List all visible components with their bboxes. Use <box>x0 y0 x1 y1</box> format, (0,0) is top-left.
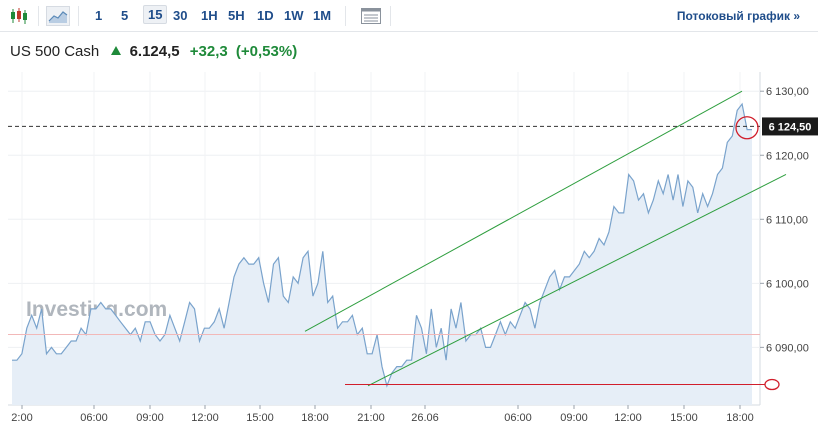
last-price: 6.124,5 <box>129 43 180 60</box>
x-tick-label: 06:00 <box>504 412 532 424</box>
x-tick-label: 15:00 <box>246 412 274 424</box>
y-tick-label: 6 090,00 <box>766 342 809 354</box>
interval-5h[interactable]: 5H <box>228 8 245 23</box>
annotations <box>8 90 787 391</box>
area-chart-icon[interactable] <box>46 6 70 26</box>
interval-1m[interactable]: 1M <box>313 8 332 23</box>
streaming-chart-link[interactable]: Потоковый график » <box>676 9 800 23</box>
price-change: +32,3 <box>189 43 228 60</box>
channel-upper-line <box>304 90 743 332</box>
instrument-name: US 500 Cash <box>10 43 100 60</box>
x-tick-label: 18:00 <box>726 412 754 424</box>
last-price-circle-marker <box>735 116 759 140</box>
x-tick-label: 26.06 <box>411 412 439 424</box>
y-tick-label: 6 100,00 <box>766 278 809 290</box>
arrow-up-icon <box>111 46 122 55</box>
price-line <box>12 102 752 388</box>
y-tick-label: 6 130,00 <box>766 86 809 98</box>
channel-lower-line <box>367 174 787 387</box>
price-area <box>12 102 752 405</box>
y-tick-label: 6 110,00 <box>766 214 808 226</box>
support-circle-marker <box>764 378 780 391</box>
price-tag-box <box>762 117 818 136</box>
toolbar-separator <box>345 6 346 26</box>
interval-5[interactable]: 5 <box>121 8 129 23</box>
y-axis: 6 090,00 6 100,00 6 110,00 6 120,00 6 130,00 <box>760 86 809 354</box>
x-tick-label: 21:00 <box>357 412 385 424</box>
x-axis: 2:00 06:00 09:00 12:00 15:00 18:00 21:00 26.06 0… <box>11 405 754 424</box>
x-tick-label: 09:00 <box>136 412 164 424</box>
interval-15[interactable]: 15 <box>143 5 168 24</box>
x-tick-label: 2:00 <box>11 412 32 424</box>
x-tick-label: 06:00 <box>80 412 108 424</box>
price-chart[interactable]: Investing.com 2:0006:0009:0012:0015:0018… <box>0 72 818 427</box>
chart-toolbar: 1 5 15 30 1H 5H 1D 1W 1M Потоковый графи… <box>0 0 818 32</box>
price-change-percent: (+0,53%) <box>235 43 298 60</box>
x-tick-label: 15:00 <box>670 412 698 424</box>
candlestick-chart-icon[interactable] <box>8 6 30 26</box>
interval-1[interactable]: 1 <box>95 8 103 23</box>
interval-1d[interactable]: 1D <box>257 8 274 23</box>
toolbar-separator <box>38 6 39 26</box>
table-view-icon[interactable] <box>360 6 382 26</box>
interval-1h[interactable]: 1H <box>201 8 218 23</box>
x-tick-label: 18:00 <box>301 412 329 424</box>
x-tick-label: 12:00 <box>614 412 642 424</box>
y-tick-label: 6 120,00 <box>766 150 809 162</box>
interval-1w[interactable]: 1W <box>284 8 304 23</box>
x-tick-label: 12:00 <box>191 412 219 424</box>
price-tag: 6 124,50 <box>762 117 818 136</box>
price-tag-label: 6 124,50 <box>769 121 812 133</box>
price-area-fill <box>12 104 752 405</box>
quote-header: US 500 Cash 6.124,5 +32,3 (+0,53%) <box>10 43 297 60</box>
interval-30[interactable]: 30 <box>173 8 188 23</box>
toolbar-separator <box>78 6 79 26</box>
toolbar-separator <box>390 6 391 26</box>
x-tick-label: 09:00 <box>560 412 588 424</box>
